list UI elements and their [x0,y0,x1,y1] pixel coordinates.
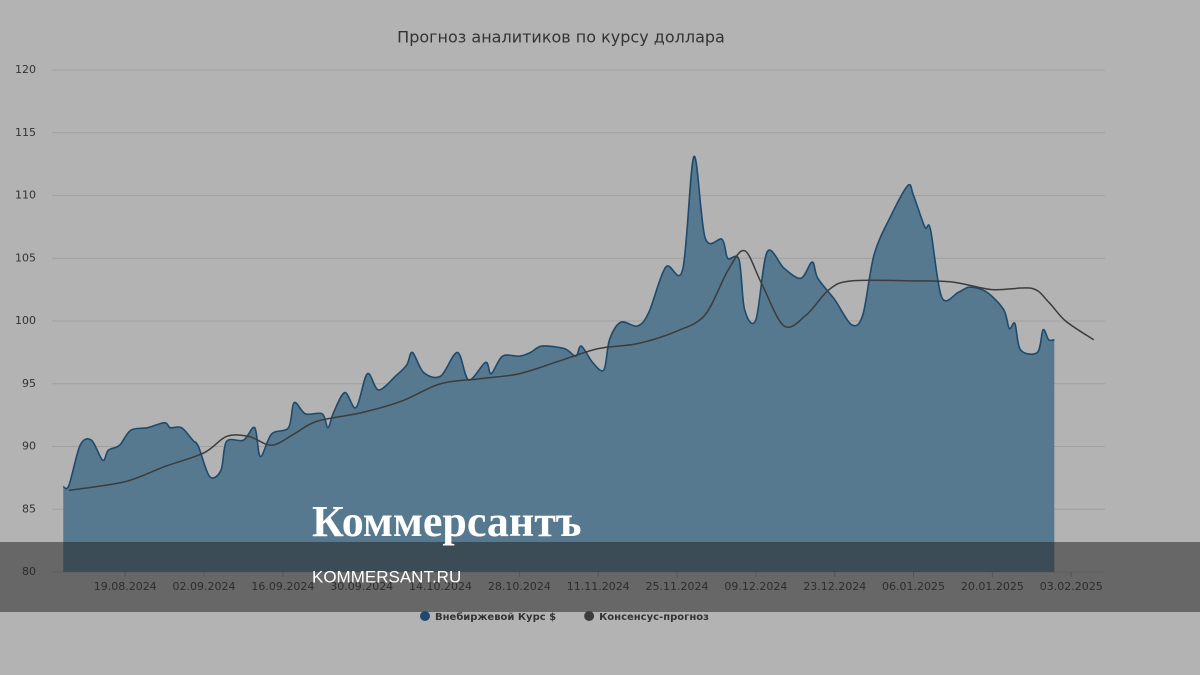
watermark-logo: Коммерсантъ [312,497,582,546]
y-tick-label: 115 [15,126,36,139]
line [62,155,1055,490]
area [63,156,1055,572]
legend-marker [420,611,430,621]
line [68,249,1095,492]
y-tick-label: 105 [15,251,36,264]
y-tick-label: 110 [15,189,36,202]
legend-marker [584,611,595,621]
y-tick-label: 85 [22,502,36,515]
y-tick-label: 95 [22,377,36,390]
watermark-url: KOMMERSANT.RU [312,567,461,586]
legend-label: Внебиржевой Курс $ [435,611,556,623]
watermark-band [0,542,1200,612]
chart-title: Прогноз аналитиков по курсу доллара [397,28,725,47]
y-tick-label: 90 [22,440,36,453]
legend-item: Консенсус-прогноз [584,611,709,623]
y-tick-label: 120 [15,63,36,76]
y-tick-label: 100 [15,314,36,327]
legend-item: Внебиржевой Курс $ [420,611,556,623]
legend-label: Консенсус-прогноз [599,612,709,623]
